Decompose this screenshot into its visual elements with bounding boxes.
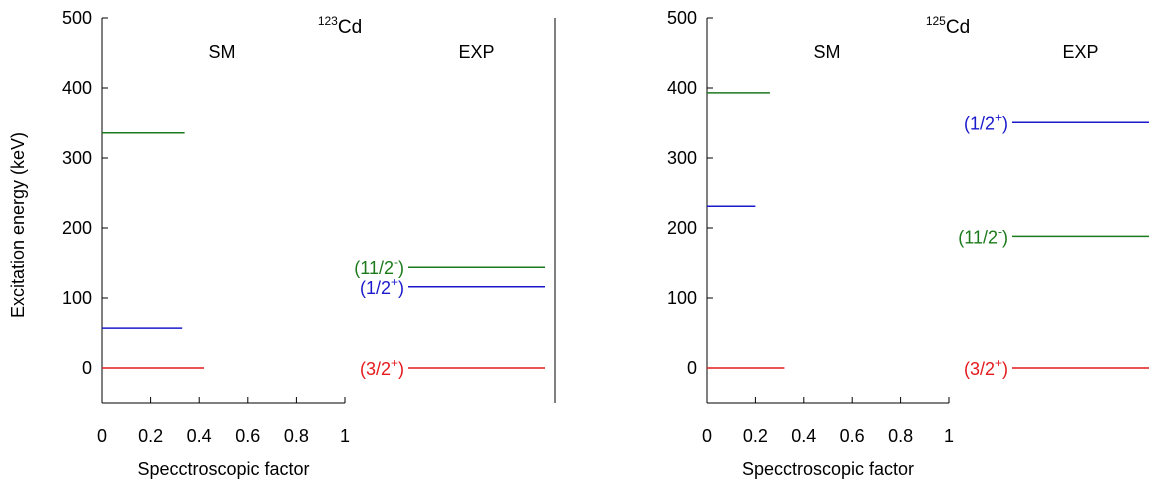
parity-sign: - <box>394 255 398 269</box>
exp-level-label: (3/2+) <box>360 356 404 379</box>
y-tick-label: 500 <box>62 8 92 28</box>
nucleus-title: 125Cd <box>926 14 970 38</box>
exp-level-label: (3/2+) <box>964 356 1008 379</box>
x-tick-label: 0.8 <box>888 426 913 446</box>
y-tick-label: 100 <box>62 288 92 308</box>
y-tick-label: 100 <box>667 288 697 308</box>
x-tick-label: 0.8 <box>284 426 309 446</box>
y-tick-label: 0 <box>82 358 92 378</box>
panel-125Cd: 0 100 200 300 400 500 0 0.2 0.4 0.6 0.8 1 Specctrosc… <box>667 8 1149 479</box>
parity-sign: - <box>998 224 1002 238</box>
closing-paren: ) <box>398 359 404 379</box>
x-axis-label: Specctroscopic factor <box>742 459 914 479</box>
spin-value: (3/2 <box>964 359 995 379</box>
x-tick-label: 0.6 <box>840 426 865 446</box>
nucleus-symbol: Cd <box>338 17 362 38</box>
closing-paren: ) <box>398 258 404 278</box>
exp-level-label: (1/2+) <box>964 110 1008 133</box>
spin-value: (11/2 <box>958 227 998 247</box>
x-tick-label: 1 <box>340 426 350 446</box>
y-tick-label: 0 <box>687 358 697 378</box>
exp-header: EXP <box>458 42 494 62</box>
parity-sign: + <box>391 275 398 289</box>
exp-level-label: (1/2+) <box>360 275 404 298</box>
x-tick-label: 0.6 <box>235 426 260 446</box>
x-tick-label: 0.4 <box>187 426 212 446</box>
x-axis-label: Specctroscopic factor <box>137 459 309 479</box>
spin-value: (3/2 <box>360 359 391 379</box>
closing-paren: ) <box>1002 227 1008 247</box>
y-tick-label: 400 <box>62 78 92 98</box>
spin-value: (11/2 <box>354 258 394 278</box>
y-tick-label: 500 <box>667 8 697 28</box>
y-tick-label: 300 <box>667 148 697 168</box>
x-tick-label: 0.2 <box>138 426 163 446</box>
spin-value: (1/2 <box>360 278 391 298</box>
parity-sign: + <box>995 110 1002 124</box>
x-tick-label: 1 <box>944 426 954 446</box>
y-tick-label: 200 <box>62 218 92 238</box>
sm-header: SM <box>814 42 841 62</box>
closing-paren: ) <box>1002 113 1008 133</box>
closing-paren: ) <box>1002 359 1008 379</box>
exp-header: EXP <box>1062 42 1098 62</box>
panel-123Cd: 0 100 200 300 400 500 0 0.2 0.4 0.6 0.8 1 Specctrosc… <box>62 8 556 479</box>
nucleus-mass: 123 <box>318 14 338 28</box>
y-axis-label: Excitation energy (keV) <box>8 132 28 318</box>
x-tick-label: 0 <box>97 426 107 446</box>
y-tick-label: 200 <box>667 218 697 238</box>
x-tick-label: 0.2 <box>743 426 768 446</box>
x-tick-label: 0 <box>702 426 712 446</box>
nucleus-symbol: Cd <box>946 17 970 38</box>
exp-level-label: (11/2-) <box>958 224 1008 247</box>
x-tick-label: 0.4 <box>791 426 816 446</box>
sm-header: SM <box>209 42 236 62</box>
parity-sign: + <box>995 356 1002 370</box>
y-tick-label: 300 <box>62 148 92 168</box>
nucleus-mass: 125 <box>926 14 946 28</box>
exp-level-label: (11/2-) <box>354 255 404 278</box>
y-tick-label: 400 <box>667 78 697 98</box>
spin-value: (1/2 <box>964 113 995 133</box>
parity-sign: + <box>391 356 398 370</box>
closing-paren: ) <box>398 278 404 298</box>
nucleus-title: 123Cd <box>318 14 362 38</box>
